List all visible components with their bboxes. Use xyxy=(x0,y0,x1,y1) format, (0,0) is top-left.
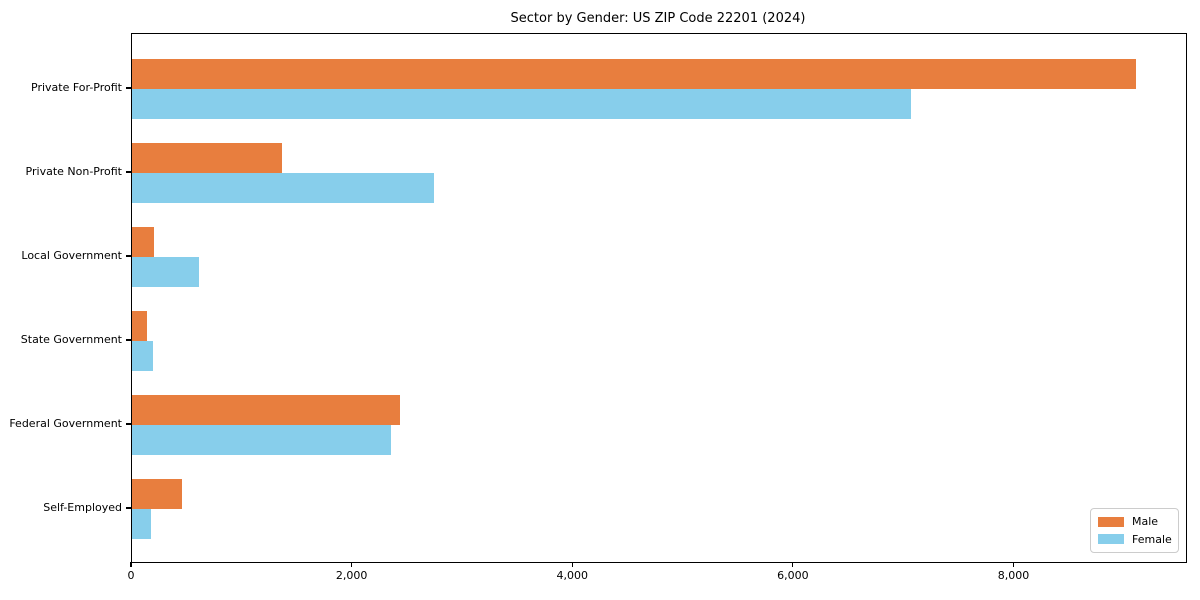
plot-area xyxy=(131,33,1187,563)
bar-male-local-government xyxy=(132,227,155,257)
x-tick-label: 6,000 xyxy=(777,569,809,582)
x-tick-label: 4,000 xyxy=(556,569,588,582)
y-tick-label: Federal Government xyxy=(9,417,122,430)
bar-male-federal-government xyxy=(132,395,401,425)
y-tick-mark xyxy=(126,255,131,257)
bar-female-private-non-profit xyxy=(132,173,435,203)
x-tick-label: 0 xyxy=(127,569,135,582)
bar-female-federal-government xyxy=(132,425,391,455)
y-tick-mark xyxy=(126,87,131,89)
x-tick-mark xyxy=(351,562,353,567)
bar-female-self-employed xyxy=(132,509,152,539)
y-tick-mark xyxy=(126,171,131,173)
bar-female-private-for-profit xyxy=(132,89,911,119)
y-tick-label: Local Government xyxy=(21,249,122,262)
x-tick-label: 8,000 xyxy=(997,569,1030,582)
legend: Male Female xyxy=(1090,508,1179,553)
bar-male-self-employed xyxy=(132,479,182,509)
legend-label-male: Male xyxy=(1132,515,1159,529)
bar-male-private-non-profit xyxy=(132,143,282,173)
legend-entry-male: Male xyxy=(1091,515,1178,528)
x-tick-label: 2,000 xyxy=(335,569,368,582)
y-tick-mark xyxy=(126,507,131,509)
chart-title: Sector by Gender: US ZIP Code 22201 (202… xyxy=(510,11,806,26)
y-tick-label: Private Non-Profit xyxy=(25,165,122,178)
x-tick-mark xyxy=(792,562,794,567)
y-tick-label: State Government xyxy=(20,333,122,346)
bar-male-state-government xyxy=(132,311,148,341)
y-tick-label: Self-Employed xyxy=(43,501,122,514)
x-tick-mark xyxy=(1012,562,1015,567)
y-tick-mark xyxy=(126,339,131,341)
legend-swatch-female-icon xyxy=(1098,534,1124,545)
y-tick-mark xyxy=(126,423,131,425)
legend-swatch-male-icon xyxy=(1098,516,1124,527)
bar-female-state-government xyxy=(132,341,153,371)
y-tick-label: Private For-Profit xyxy=(31,81,122,94)
bar-female-local-government xyxy=(132,257,200,287)
legend-entry-female: Female xyxy=(1091,533,1178,546)
bar-male-private-for-profit xyxy=(132,59,1136,89)
x-tick-mark xyxy=(571,562,573,567)
legend-label-female: Female xyxy=(1132,532,1172,546)
x-tick-mark xyxy=(130,562,132,567)
